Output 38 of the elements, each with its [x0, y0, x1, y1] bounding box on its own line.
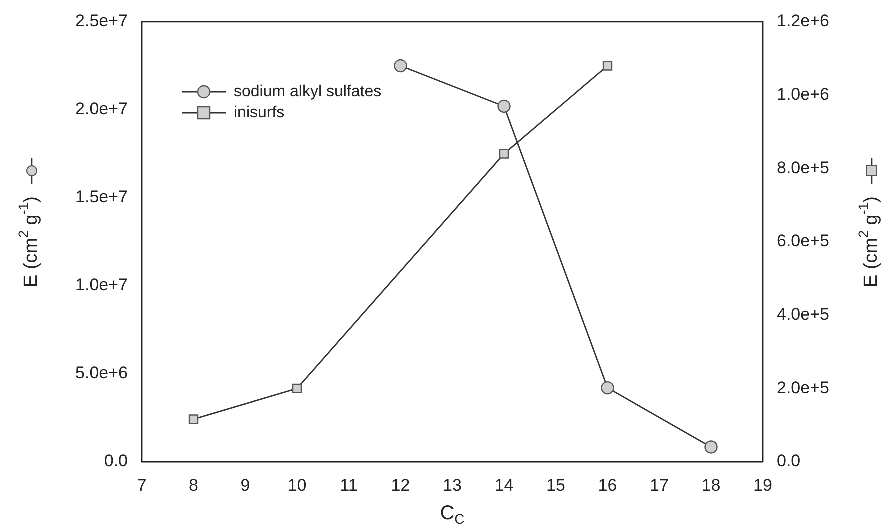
x-tick-label: 18 — [702, 476, 721, 495]
y-tick-label: 0.0 — [104, 452, 128, 471]
y2-tick-label: 8.0e+5 — [777, 158, 830, 178]
point — [188, 414, 199, 424]
point — [704, 440, 718, 454]
point — [498, 100, 511, 114]
x-tick-label: 10 — [288, 476, 307, 495]
point — [601, 381, 614, 395]
x-tick-label: 17 — [650, 476, 669, 495]
x-tick-label: 13 — [443, 476, 462, 495]
point — [292, 384, 302, 394]
x-tick-label: 12 — [391, 476, 410, 495]
y2-tick-label: 6.0e+5 — [777, 232, 830, 251]
x-tick-label: 9 — [240, 476, 250, 495]
y2-tick-label: 1.0e+6 — [777, 85, 830, 104]
y-tick-label: 2.5e+7 — [76, 12, 128, 31]
y-tick-label: 2.0e+7 — [76, 100, 128, 119]
point — [602, 61, 613, 71]
x-tick-label: 11 — [340, 476, 358, 495]
y-tick-label: 5.0e+6 — [76, 364, 128, 383]
y2-tick-label: 2.0e+5 — [777, 378, 830, 398]
y-tick-label: 1.5e+7 — [76, 188, 128, 207]
x-tick-label: 15 — [546, 476, 566, 495]
y2-tick-label: 4.0e+5 — [777, 305, 830, 324]
point — [394, 59, 408, 73]
y2-tick-label: 0.0 — [777, 452, 801, 471]
y2-axis-title: E (cm2 g-1) — [856, 196, 882, 288]
y2-tick-label: 1.2e+6 — [777, 12, 830, 31]
y-tick-label: 1.0e+7 — [76, 276, 128, 295]
x-tick-label: 19 — [754, 476, 772, 495]
x-tick-label: 8 — [189, 476, 198, 495]
point — [499, 149, 510, 159]
x-tick-label: 16 — [598, 476, 618, 495]
x-tick-label: 14 — [494, 476, 514, 495]
legend-label: inisurfs — [234, 104, 285, 122]
legend-label: sodium alkyl sulfates — [234, 83, 382, 100]
y-axis-title: E (cm2 g-1) — [16, 196, 42, 288]
x-tick-label: 7 — [137, 476, 147, 495]
